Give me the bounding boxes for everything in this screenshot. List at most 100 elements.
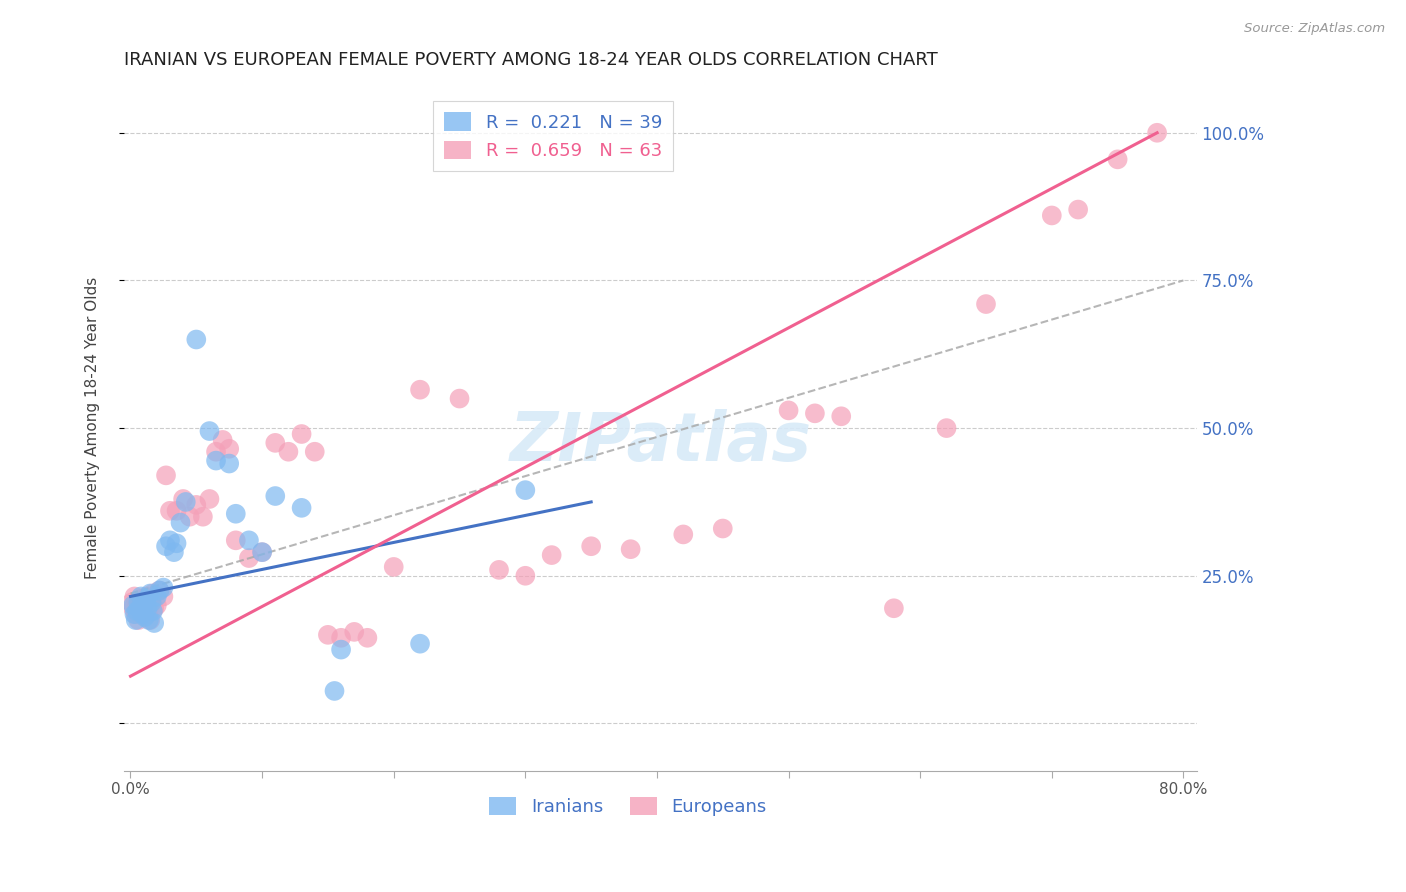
- Point: [343, 624, 366, 639]
- Point: [409, 383, 432, 397]
- Point: [205, 444, 228, 458]
- Point: [449, 392, 471, 406]
- Point: [159, 533, 181, 548]
- Point: [127, 595, 149, 609]
- Point: [211, 433, 233, 447]
- Point: [579, 539, 602, 553]
- Point: [141, 592, 163, 607]
- Point: [163, 545, 186, 559]
- Point: [125, 604, 148, 618]
- Point: [136, 607, 159, 622]
- Point: [128, 601, 150, 615]
- Point: [218, 457, 240, 471]
- Point: [540, 548, 562, 562]
- Point: [136, 601, 159, 615]
- Point: [128, 592, 150, 607]
- Point: [1146, 126, 1168, 140]
- Point: [382, 560, 405, 574]
- Point: [131, 607, 153, 622]
- Point: [142, 604, 165, 618]
- Point: [264, 435, 287, 450]
- Point: [139, 613, 162, 627]
- Text: IRANIAN VS EUROPEAN FEMALE POVERTY AMONG 18-24 YEAR OLDS CORRELATION CHART: IRANIAN VS EUROPEAN FEMALE POVERTY AMONG…: [124, 51, 938, 69]
- Point: [191, 509, 214, 524]
- Point: [218, 442, 240, 456]
- Point: [159, 504, 181, 518]
- Point: [1067, 202, 1090, 217]
- Point: [155, 468, 177, 483]
- Point: [515, 483, 537, 497]
- Point: [152, 581, 174, 595]
- Point: [135, 590, 157, 604]
- Point: [172, 491, 194, 506]
- Point: [138, 613, 160, 627]
- Point: [250, 545, 273, 559]
- Point: [277, 444, 299, 458]
- Point: [141, 595, 163, 609]
- Point: [225, 507, 247, 521]
- Point: [304, 444, 326, 458]
- Point: [129, 604, 152, 618]
- Legend: Iranians, Europeans: Iranians, Europeans: [482, 789, 775, 823]
- Point: [138, 601, 160, 615]
- Point: [121, 595, 143, 609]
- Point: [166, 504, 188, 518]
- Point: [127, 613, 149, 627]
- Point: [409, 637, 432, 651]
- Point: [488, 563, 510, 577]
- Text: Source: ZipAtlas.com: Source: ZipAtlas.com: [1244, 22, 1385, 36]
- Point: [148, 583, 170, 598]
- Point: [142, 586, 165, 600]
- Point: [1040, 209, 1063, 223]
- Point: [125, 613, 148, 627]
- Point: [166, 536, 188, 550]
- Point: [146, 599, 169, 613]
- Point: [205, 453, 228, 467]
- Point: [132, 607, 155, 622]
- Point: [198, 491, 221, 506]
- Point: [125, 607, 148, 622]
- Point: [148, 583, 170, 598]
- Point: [515, 568, 537, 582]
- Point: [316, 628, 339, 642]
- Point: [291, 500, 314, 515]
- Point: [125, 599, 148, 613]
- Point: [264, 489, 287, 503]
- Point: [1107, 153, 1129, 167]
- Point: [134, 610, 156, 624]
- Point: [124, 607, 146, 622]
- Point: [174, 495, 197, 509]
- Point: [356, 631, 378, 645]
- Point: [129, 590, 152, 604]
- Point: [139, 586, 162, 600]
- Point: [974, 297, 997, 311]
- Point: [225, 533, 247, 548]
- Point: [672, 527, 695, 541]
- Point: [134, 601, 156, 615]
- Point: [778, 403, 800, 417]
- Point: [935, 421, 957, 435]
- Point: [830, 409, 852, 424]
- Point: [620, 542, 643, 557]
- Point: [238, 551, 260, 566]
- Point: [186, 498, 208, 512]
- Point: [238, 533, 260, 548]
- Point: [330, 631, 353, 645]
- Point: [143, 601, 166, 615]
- Point: [291, 427, 314, 442]
- Point: [711, 522, 734, 536]
- Point: [198, 424, 221, 438]
- Y-axis label: Female Poverty Among 18-24 Year Olds: Female Poverty Among 18-24 Year Olds: [86, 277, 100, 579]
- Point: [330, 642, 353, 657]
- Point: [143, 615, 166, 630]
- Point: [155, 539, 177, 553]
- Point: [179, 509, 201, 524]
- Point: [132, 599, 155, 613]
- Point: [135, 592, 157, 607]
- Point: [804, 406, 827, 420]
- Point: [152, 590, 174, 604]
- Point: [883, 601, 905, 615]
- Point: [323, 684, 346, 698]
- Point: [186, 333, 208, 347]
- Point: [250, 545, 273, 559]
